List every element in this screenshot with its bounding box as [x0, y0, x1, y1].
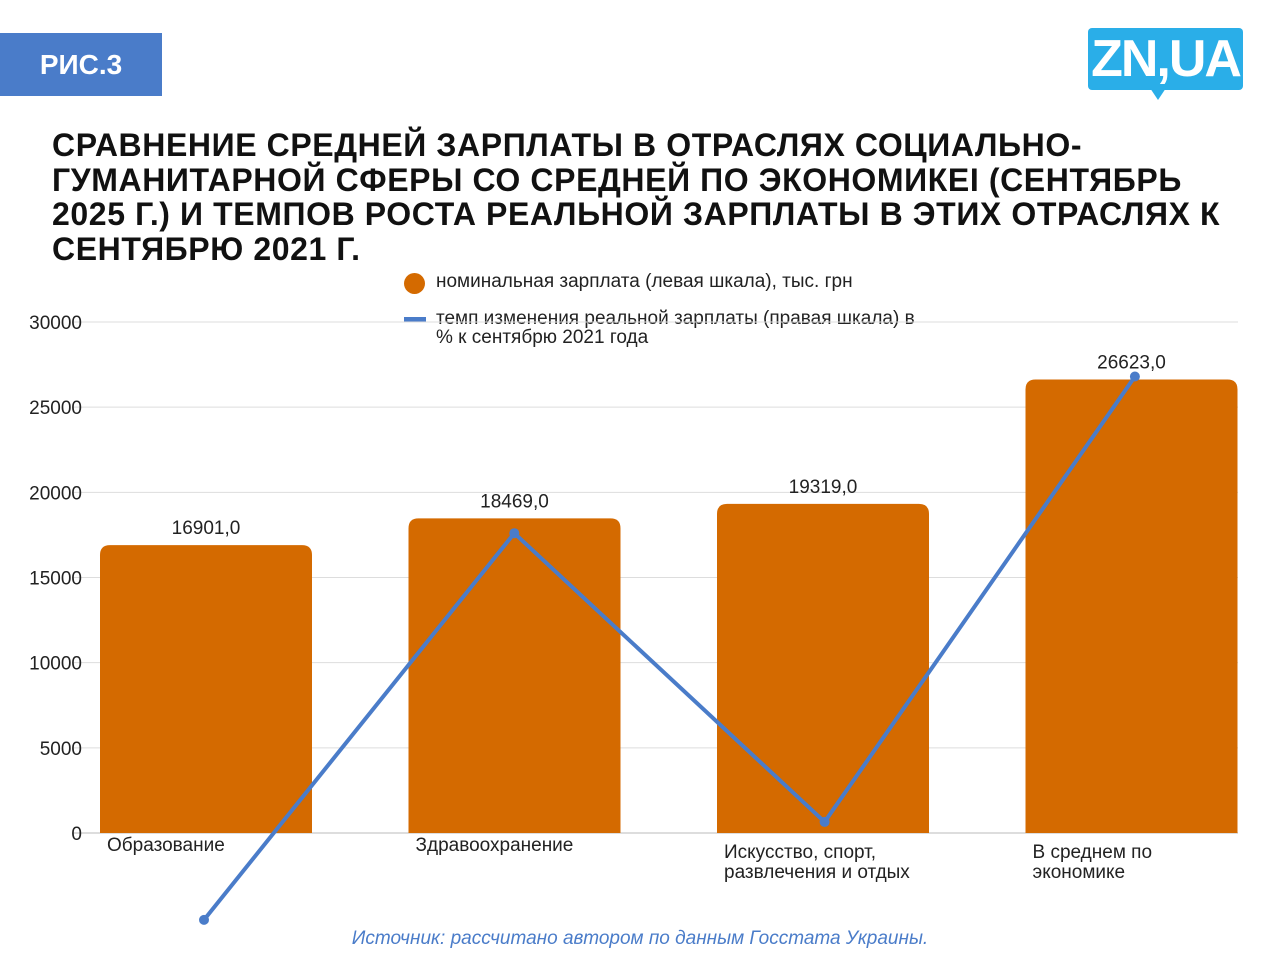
legend-item-bars: номинальная зарплата (левая шкала), тыс.…	[404, 272, 916, 294]
bar-value-label: 18469,0	[480, 491, 549, 512]
source-note: Источник: рассчитано автором по данным Г…	[351, 928, 929, 949]
x-category-label: Здравоохранение	[415, 835, 574, 856]
y-tick-label: 30000	[29, 313, 82, 334]
bar	[717, 503, 929, 833]
y-tick-label: 20000	[29, 483, 82, 504]
line-point	[509, 528, 520, 539]
legend-bar-marker	[404, 273, 425, 294]
bar-value-label: 16901,0	[172, 518, 241, 539]
bar	[100, 545, 312, 833]
legend-label: темп изменения реальной зарплаты (правая…	[436, 308, 915, 348]
chart-title: СРАВНЕНИЕ СРЕДНЕЙ ЗАРПЛАТЫ В ОТРАСЛЯХ СО…	[52, 127, 1221, 267]
line-point	[199, 914, 209, 925]
legend-line-marker	[404, 317, 426, 322]
x-category-label: Образование	[107, 835, 225, 856]
bar-value-label: 26623,0	[1097, 353, 1166, 374]
bar	[408, 518, 621, 833]
legend-item-line: темп изменения реальной зарплаты (правая…	[404, 309, 916, 347]
x-category-label: В среднем по экономике	[1032, 842, 1153, 883]
y-tick-label: 10000	[29, 654, 82, 675]
y-tick-label: 0	[71, 824, 82, 845]
line-series	[202, 375, 1137, 922]
legend: номинальная зарплата (левая шкала), тыс.…	[404, 272, 916, 362]
y-tick-label: 5000	[40, 739, 82, 760]
bar-value-label: 19319,0	[789, 477, 858, 498]
bar	[1025, 379, 1238, 833]
figure-badge: РИС.3	[0, 33, 162, 96]
y-tick-label: 25000	[29, 398, 82, 419]
line-point	[819, 816, 830, 827]
zn-ua-logo: ZN,UA	[1088, 28, 1243, 100]
y-tick-label: 15000	[29, 569, 82, 590]
line-point	[1129, 371, 1140, 382]
logo-text: ZN,UA	[1091, 30, 1242, 88]
legend-label: номинальная зарплата (левая шкала), тыс.…	[436, 271, 853, 292]
x-category-label: Искусство, спорт, развлечения и отдых	[724, 842, 910, 883]
